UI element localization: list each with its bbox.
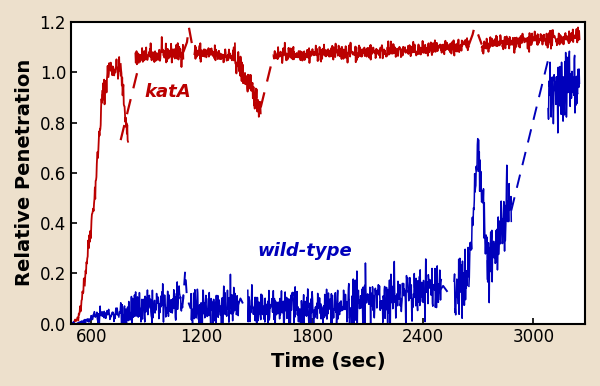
X-axis label: Time (sec): Time (sec) bbox=[271, 352, 385, 371]
Y-axis label: Relative Penetration: Relative Penetration bbox=[15, 59, 34, 286]
Text: wild-type: wild-type bbox=[257, 242, 352, 260]
Text: katA: katA bbox=[145, 83, 191, 102]
